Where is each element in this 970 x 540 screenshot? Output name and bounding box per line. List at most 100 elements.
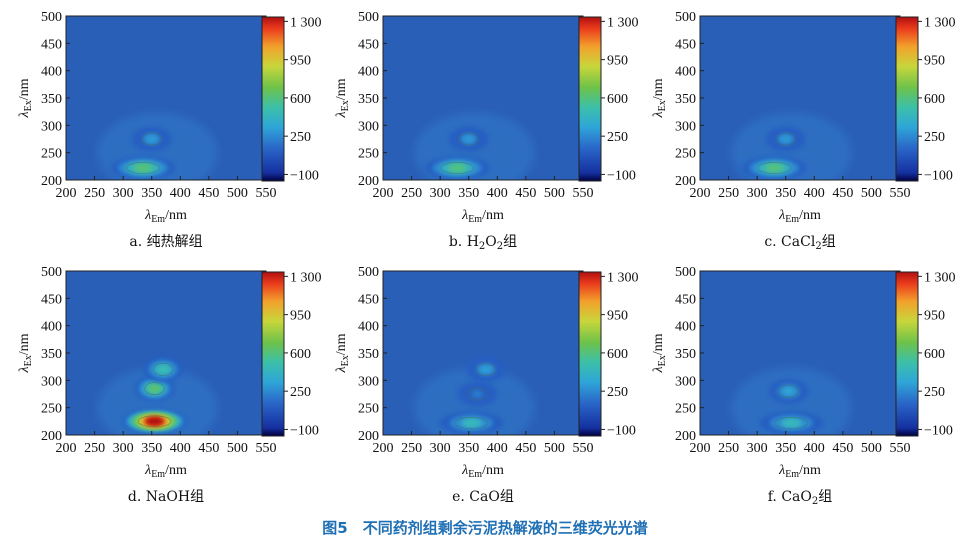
- background-halo: [731, 112, 852, 180]
- colorbar-tick-label: 1 300: [290, 270, 322, 285]
- x-tick-label: 450: [832, 186, 853, 201]
- fluorescence-peak: [122, 409, 187, 433]
- x-tick-label: 250: [401, 186, 422, 201]
- x-tick-label: 200: [373, 441, 394, 456]
- y-tick-label: 250: [675, 402, 696, 417]
- x-tick-label: 450: [832, 441, 853, 456]
- y-tick-label: 300: [41, 374, 62, 389]
- x-tick-label: 250: [718, 186, 739, 201]
- y-tick-label: 500: [41, 265, 62, 280]
- panel-d: 200 250 300 350 400 450 500 550 200 250 300 350 400 4…: [17, 265, 322, 505]
- x-tick-label: 200: [690, 186, 711, 201]
- y-tick-label: 200: [41, 174, 62, 189]
- y-tick-label: 250: [675, 147, 696, 162]
- x-tick-label: 550: [573, 186, 594, 201]
- colorbar-tick-label: −100: [290, 168, 319, 183]
- colorbar-tick-label: −100: [290, 423, 319, 438]
- colorbar: [261, 16, 285, 182]
- fluorescence-peak: [457, 381, 498, 407]
- y-tick-label: 350: [675, 347, 696, 362]
- colorbar-tick-label: 1 300: [290, 15, 322, 30]
- fluorescence-peak: [134, 376, 175, 402]
- colorbar-tick-label: 600: [924, 92, 945, 107]
- fluorescence-peak: [439, 411, 504, 435]
- colorbar-tick-label: 1 300: [607, 270, 639, 285]
- x-tick-label: 450: [198, 186, 219, 201]
- y-tick-label: 200: [675, 429, 696, 444]
- y-tick-label: 450: [675, 37, 696, 52]
- y-axis-label: λEx/nm: [334, 78, 351, 118]
- x-axis-label: λEm/nm: [144, 208, 187, 225]
- x-tick-label: 400: [170, 441, 191, 456]
- y-tick-label: 500: [358, 10, 379, 25]
- x-tick-label: 250: [84, 441, 105, 456]
- y-tick-label: 200: [358, 174, 379, 189]
- panel-a: 200 250 300 350 400 450 500 550 200 250 300 350 400 4…: [17, 10, 322, 250]
- x-tick-label: 350: [775, 441, 796, 456]
- x-tick-label: 450: [198, 441, 219, 456]
- x-tick-label: 450: [515, 186, 536, 201]
- x-axis-label: λEm/nm: [778, 463, 821, 480]
- panel-e: 200 250 300 350 400 450 500 550 200 250 300 350 400 4…: [334, 265, 639, 505]
- y-tick-label: 500: [675, 10, 696, 25]
- colorbar-tick-label: 250: [924, 130, 945, 145]
- colorbar-tick-label: 950: [607, 309, 628, 324]
- x-tick-label: 350: [775, 186, 796, 201]
- x-tick-label: 400: [170, 186, 191, 201]
- colorbar: [578, 16, 602, 182]
- x-tick-label: 550: [256, 441, 277, 456]
- y-tick-label: 450: [675, 292, 696, 307]
- fluorescence-peak: [448, 126, 489, 152]
- figure-title: 图5 不同药剂组剩余污泥热解液的三维荧光光谱: [322, 519, 647, 537]
- x-tick-label: 200: [373, 186, 394, 201]
- fluorescence-peak: [143, 356, 184, 382]
- x-tick-label: 550: [890, 186, 911, 201]
- y-tick-label: 400: [41, 65, 62, 80]
- x-tick-label: 500: [227, 441, 248, 456]
- colorbar-tick-label: 600: [607, 347, 628, 362]
- colorbar-tick-label: −100: [924, 168, 953, 183]
- y-axis-label: λEx/nm: [17, 333, 34, 373]
- colorbar-tick-label: 1 300: [924, 270, 956, 285]
- y-axis-label: λEx/nm: [334, 333, 351, 373]
- x-tick-label: 400: [804, 186, 825, 201]
- x-tick-label: 400: [487, 186, 508, 201]
- colorbar: [895, 16, 919, 182]
- colorbar-tick-label: 600: [290, 92, 311, 107]
- colorbar-tick-label: 950: [290, 54, 311, 69]
- colorbar-tick-label: 250: [290, 385, 311, 400]
- y-tick-label: 500: [41, 10, 62, 25]
- x-tick-label: 550: [890, 441, 911, 456]
- fluorescence-peak: [768, 378, 809, 404]
- x-tick-label: 400: [487, 441, 508, 456]
- panel-c: 200 250 300 350 400 450 500 550 200 250 300 350 400 4…: [651, 10, 956, 252]
- y-tick-label: 250: [358, 147, 379, 162]
- panel-f: 200 250 300 350 400 450 500 550 200 250 300 350 400 4…: [651, 265, 956, 507]
- y-axis-label: λEx/nm: [651, 78, 668, 118]
- y-tick-label: 200: [675, 174, 696, 189]
- y-tick-label: 400: [675, 320, 696, 335]
- x-tick-label: 500: [861, 186, 882, 201]
- colorbar: [895, 271, 919, 437]
- y-tick-label: 350: [41, 92, 62, 107]
- y-tick-label: 500: [358, 265, 379, 280]
- y-tick-label: 500: [675, 265, 696, 280]
- x-tick-label: 250: [718, 441, 739, 456]
- y-tick-label: 400: [358, 320, 379, 335]
- background-halo: [97, 112, 218, 180]
- y-tick-label: 450: [358, 292, 379, 307]
- y-tick-label: 200: [41, 429, 62, 444]
- fluorescence-peak: [465, 356, 506, 382]
- fluorescence-peak: [759, 411, 824, 435]
- panel-caption: b. H2O2组: [449, 234, 517, 252]
- y-tick-label: 450: [358, 37, 379, 52]
- x-tick-label: 300: [113, 441, 134, 456]
- y-tick-label: 250: [358, 402, 379, 417]
- fluorescence-peak: [131, 126, 172, 152]
- y-tick-label: 350: [358, 347, 379, 362]
- fluorescence-peak: [765, 126, 806, 152]
- y-tick-label: 300: [675, 119, 696, 134]
- x-tick-label: 250: [401, 441, 422, 456]
- colorbar-tick-label: 250: [924, 385, 945, 400]
